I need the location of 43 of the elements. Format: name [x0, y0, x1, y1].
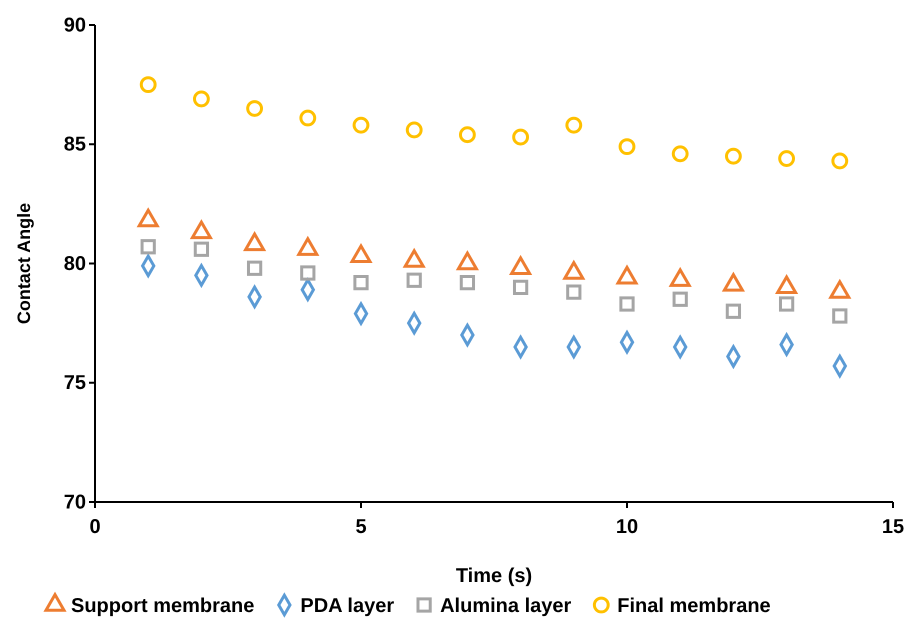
point: [831, 152, 848, 170]
point: [352, 116, 370, 134]
x-tick-label: 10: [616, 516, 638, 538]
point: [406, 272, 422, 288]
point: [300, 265, 316, 281]
x-tick-label: 0: [89, 516, 101, 538]
point: [192, 90, 210, 108]
point: [140, 239, 156, 254]
point: [246, 100, 264, 117]
point: [726, 304, 742, 319]
point: [460, 274, 476, 290]
legend-label: Final membrane: [617, 595, 771, 617]
legend-label: PDA layer: [300, 595, 394, 617]
point: [458, 126, 476, 144]
point: [778, 296, 794, 312]
point: [832, 308, 848, 324]
point: [619, 296, 635, 312]
y-tick-label: 75: [64, 372, 86, 394]
point: [512, 280, 528, 295]
point: [406, 122, 423, 138]
x-axis-title: Time (s): [456, 565, 532, 587]
point: [299, 110, 316, 126]
point: [724, 148, 742, 165]
point: [618, 138, 636, 156]
point: [512, 128, 530, 146]
point: [778, 150, 796, 167]
point: [194, 242, 210, 257]
point: [353, 274, 369, 290]
x-tick-label: 15: [882, 516, 904, 538]
y-tick-label: 85: [64, 134, 86, 156]
legend-label: Support membrane: [71, 595, 254, 617]
x-tick-label: 5: [355, 516, 367, 538]
point: [566, 284, 582, 300]
y-tick-label: 70: [64, 491, 86, 514]
y-tick-label: 80: [64, 252, 86, 275]
point: [246, 260, 262, 276]
point: [672, 292, 688, 307]
legend-label: Alumina layer: [440, 595, 572, 617]
y-tick-label: 90: [64, 14, 86, 36]
point: [565, 116, 582, 134]
point: [140, 76, 157, 94]
y-axis-title: Contact Angle: [14, 202, 34, 324]
point: [672, 145, 689, 162]
